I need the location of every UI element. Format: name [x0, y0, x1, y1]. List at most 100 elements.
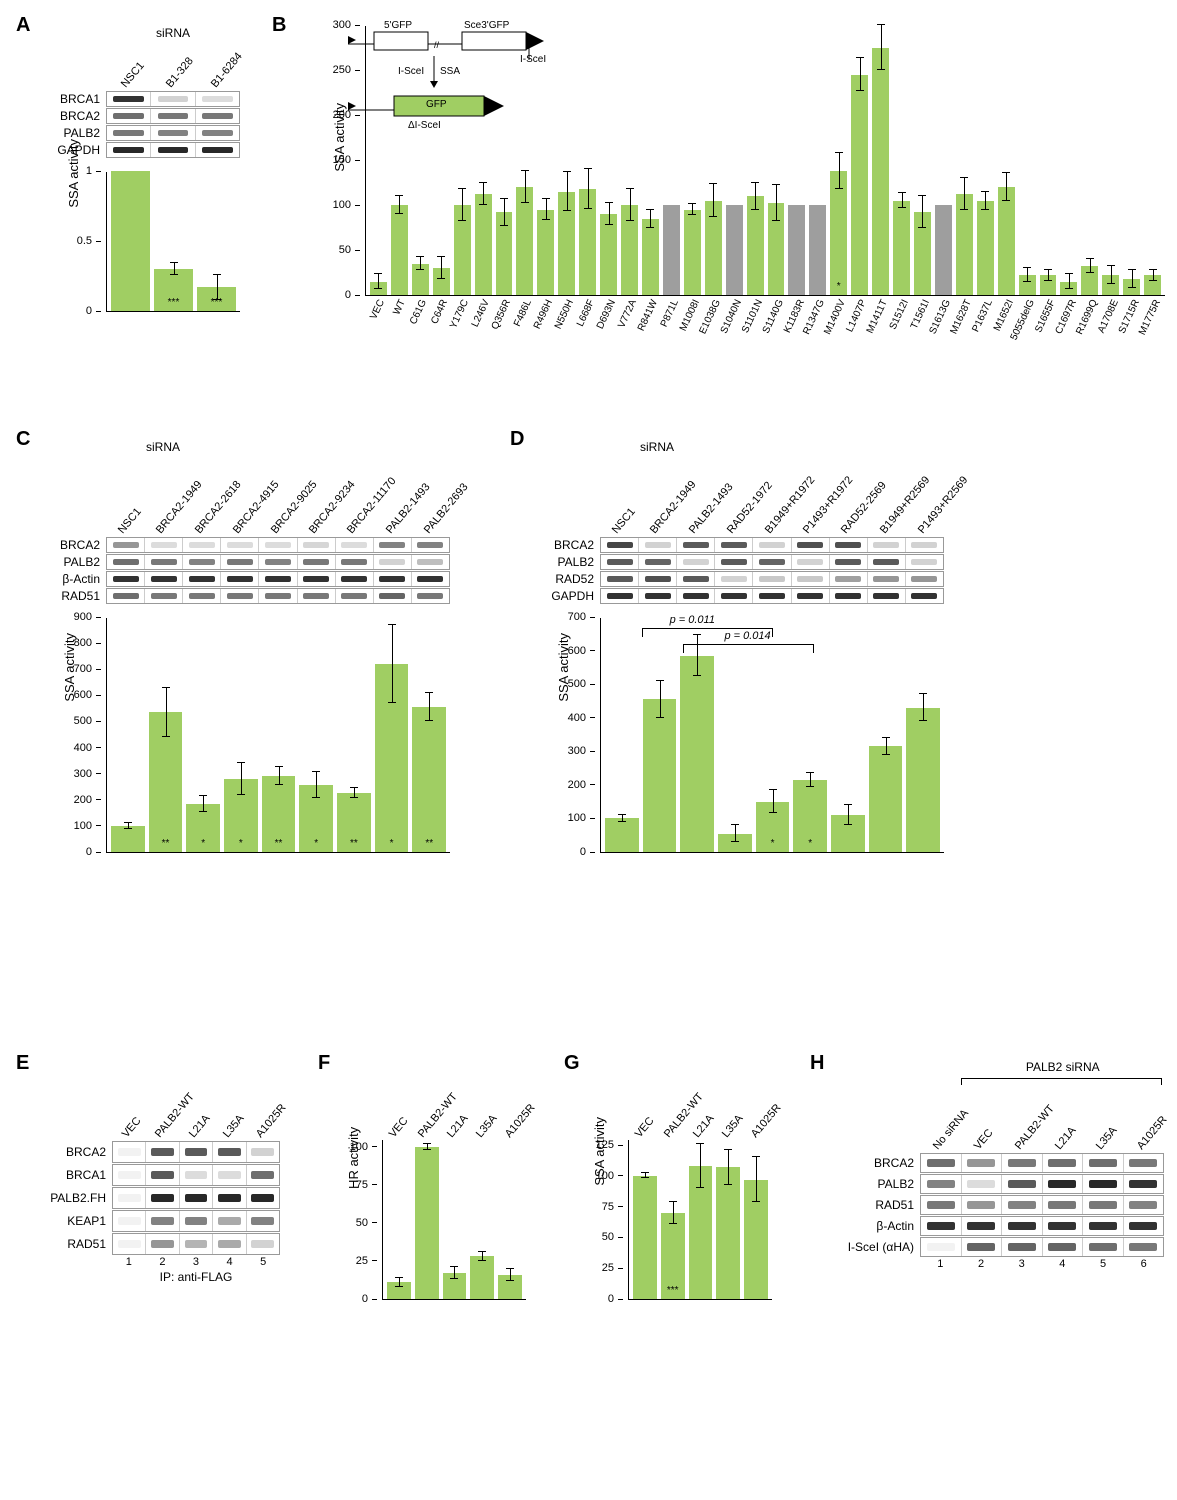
column-label: A1025R — [1123, 1086, 1164, 1152]
blot-band — [753, 589, 791, 603]
column-label: BRCA2-11170 — [335, 454, 373, 536]
blot-lane — [920, 1174, 1164, 1194]
x-label: Q356R — [495, 296, 512, 360]
blot-band — [792, 538, 830, 552]
ytick: 0.5 — [77, 235, 101, 247]
blot-band — [146, 1211, 179, 1231]
ytick: 200 — [74, 794, 101, 806]
ytick: 400 — [74, 742, 101, 754]
blot-band — [868, 589, 906, 603]
blot-band — [151, 109, 195, 123]
blot-label: PALB2 — [50, 555, 106, 569]
blot-band — [259, 555, 297, 569]
blot-lane — [600, 537, 944, 553]
blot-band — [196, 109, 239, 123]
panel-c-header: siRNA — [146, 440, 450, 454]
blot-band — [107, 126, 151, 140]
blot-band — [830, 538, 868, 552]
blot-band — [1002, 1217, 1043, 1235]
panel-c-label: C — [16, 428, 30, 451]
blot-band — [906, 589, 943, 603]
blot-band — [1083, 1154, 1124, 1172]
blot-lane — [106, 142, 240, 158]
column-label: BRCA2-1949 — [144, 454, 182, 536]
blot-band — [247, 1165, 279, 1185]
blot-band — [221, 589, 259, 603]
ytick: 400 — [568, 712, 595, 724]
blot-band — [336, 589, 374, 603]
blot-band — [921, 1175, 962, 1193]
lane-number: 5 — [246, 1256, 280, 1268]
blot-band — [677, 589, 715, 603]
column-label: P1493+R1972 — [791, 454, 829, 536]
panel-g-col-labels: VECPALB2-WTL21AL35AA1025R — [628, 1068, 772, 1140]
blot-band — [183, 589, 221, 603]
blot-band — [792, 572, 830, 586]
blot-band — [107, 92, 151, 106]
blot-band — [906, 555, 943, 569]
lane-number: 1 — [920, 1258, 961, 1270]
ytick: 700 — [568, 611, 595, 623]
ytick: 200 — [568, 779, 595, 791]
blot-row: RAD52 — [544, 571, 944, 587]
x-label: D693N — [599, 296, 616, 360]
blot-band — [183, 555, 221, 569]
panel-c-bars: ************ — [107, 618, 450, 852]
blot-lane — [920, 1153, 1164, 1173]
blot-lane — [112, 1141, 280, 1163]
blot-band — [921, 1217, 962, 1235]
blot-band — [298, 555, 336, 569]
blot-row: BRCA2 — [50, 108, 240, 124]
lane-number: 5 — [1083, 1258, 1124, 1270]
ytick: 300 — [74, 768, 101, 780]
blot-band — [259, 572, 297, 586]
blot-band — [107, 555, 145, 569]
column-label: L21A — [440, 1068, 469, 1140]
blot-band — [259, 538, 297, 552]
lane-number: 3 — [179, 1256, 213, 1268]
blot-band — [412, 538, 449, 552]
blot-lane — [106, 108, 240, 124]
blot-band — [151, 143, 195, 157]
column-label: L35A — [213, 1068, 247, 1140]
column-label: NSC1 — [106, 40, 151, 90]
column-label: RAD52-2569 — [829, 454, 867, 536]
blot-band — [1083, 1175, 1124, 1193]
blot-band — [868, 555, 906, 569]
panel-g-chart: SSA activity 0255075100125 *** — [628, 1140, 772, 1300]
x-label: L246V — [474, 296, 491, 360]
blot-band — [906, 538, 943, 552]
blot-band — [601, 589, 639, 603]
blot-band — [107, 109, 151, 123]
blot-band — [374, 589, 412, 603]
blot-band — [1043, 1154, 1084, 1172]
panel-h: PALB2 siRNA No siRNAVECPALB2-WTL21AL35AA… — [834, 1060, 1164, 1270]
blot-label: BRCA2 — [544, 538, 600, 552]
ytick: 125 — [596, 1139, 623, 1151]
p-bracket-2 — [683, 644, 813, 645]
column-label: RAD52-1972 — [715, 454, 753, 536]
column-label: VEC — [382, 1068, 411, 1140]
blot-band — [113, 1188, 146, 1208]
blot-label: BRCA2 — [834, 1156, 920, 1170]
blot-band — [336, 555, 374, 569]
blot-band — [715, 589, 753, 603]
blot-row: BRCA2 — [544, 537, 944, 553]
ytick: 75 — [356, 1179, 377, 1191]
blot-band — [412, 555, 449, 569]
blot-band — [639, 572, 677, 586]
blot-band — [921, 1238, 962, 1256]
panel-b: // 5'GFP Sce3'GFP I-SceI I-SceI SSA GFP … — [310, 26, 1165, 360]
column-label: L35A — [714, 1068, 743, 1140]
ytick: 200 — [333, 109, 360, 121]
blot-lane — [920, 1237, 1164, 1257]
panel-a-header: siRNA — [106, 26, 240, 40]
blot-band — [213, 1211, 246, 1231]
panel-d-ylabel: SSA activity — [556, 633, 571, 702]
blot-band — [213, 1234, 246, 1254]
blot-lane — [112, 1187, 280, 1209]
x-label: N550H — [558, 296, 575, 360]
blot-band — [107, 589, 145, 603]
blot-band — [298, 538, 336, 552]
panel-f: VECPALB2-WTL21AL35AA1025R HR activity 02… — [346, 1068, 526, 1300]
